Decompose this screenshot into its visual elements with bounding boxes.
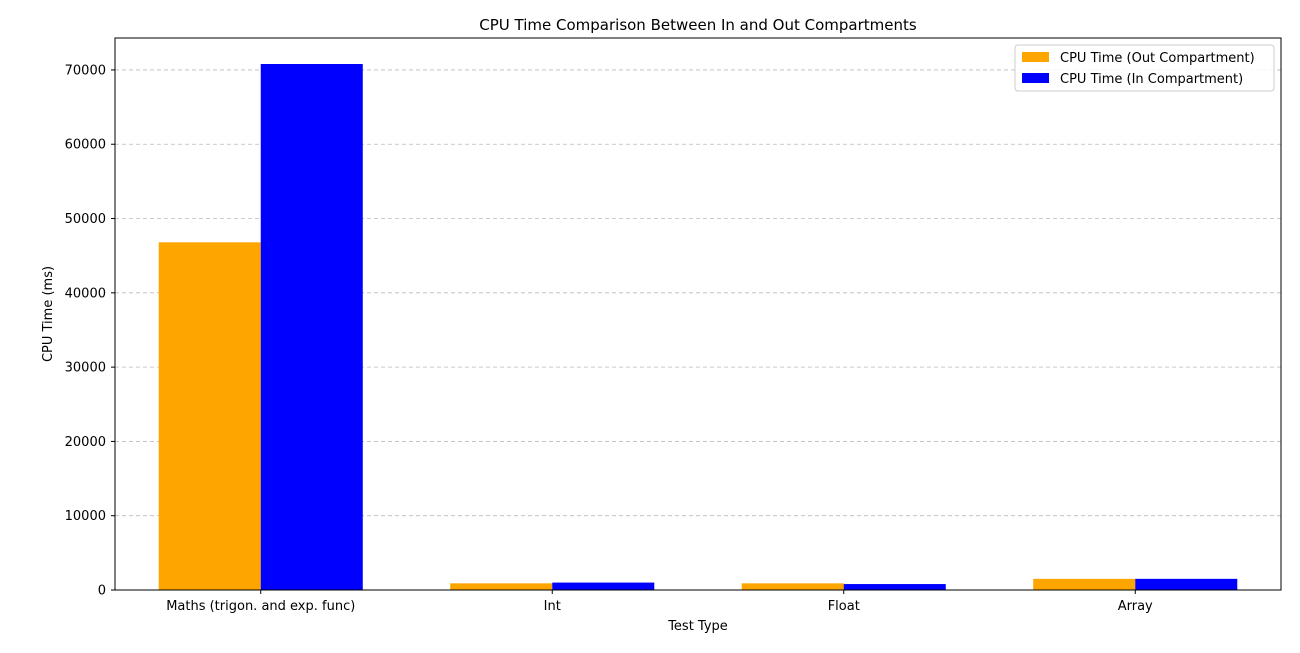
y-tick-label: 20000 [65, 435, 106, 450]
bars [158, 64, 1238, 591]
y-tick-label: 10000 [65, 509, 106, 524]
y-tick-label: 50000 [65, 212, 106, 227]
x-tick-label: Maths (trigon. and exp. func) [166, 599, 355, 614]
x-axis-ticks: Maths (trigon. and exp. func) Int Float Arr… [166, 590, 1153, 614]
bar [1135, 578, 1238, 590]
x-axis-label: Test Type [667, 619, 728, 634]
chart-title: CPU Time Comparison Between In and Out C… [479, 16, 917, 34]
y-axis-label: CPU Time (ms) [41, 266, 56, 362]
x-tick-label: Float [828, 599, 860, 614]
x-tick-label: Int [544, 599, 561, 614]
y-tick-label: 60000 [65, 138, 106, 153]
y-tick-label: 70000 [65, 63, 106, 78]
bar [741, 583, 844, 590]
legend-swatch [1022, 52, 1049, 62]
y-tick-label: 30000 [65, 361, 106, 376]
bar [260, 64, 363, 591]
legend: CPU Time (Out Compartment) CPU Time (In C… [1014, 44, 1275, 92]
bar [1033, 578, 1136, 590]
bar [450, 583, 553, 590]
legend-frame [1014, 44, 1275, 92]
legend-label: CPU Time (Out Compartment) [1060, 51, 1255, 66]
y-axis-ticks: 0 10000 20000 30000 40000 50000 60000 70000 [65, 63, 115, 599]
bar [843, 584, 946, 590]
legend-swatch [1022, 73, 1049, 83]
legend-label: CPU Time (In Compartment) [1060, 72, 1243, 87]
bar [552, 582, 655, 590]
y-tick-label: 0 [98, 584, 106, 599]
y-tick-label: 40000 [65, 286, 106, 301]
x-tick-label: Array [1118, 599, 1153, 614]
plot-frame [114, 37, 1282, 591]
bar [158, 242, 261, 590]
